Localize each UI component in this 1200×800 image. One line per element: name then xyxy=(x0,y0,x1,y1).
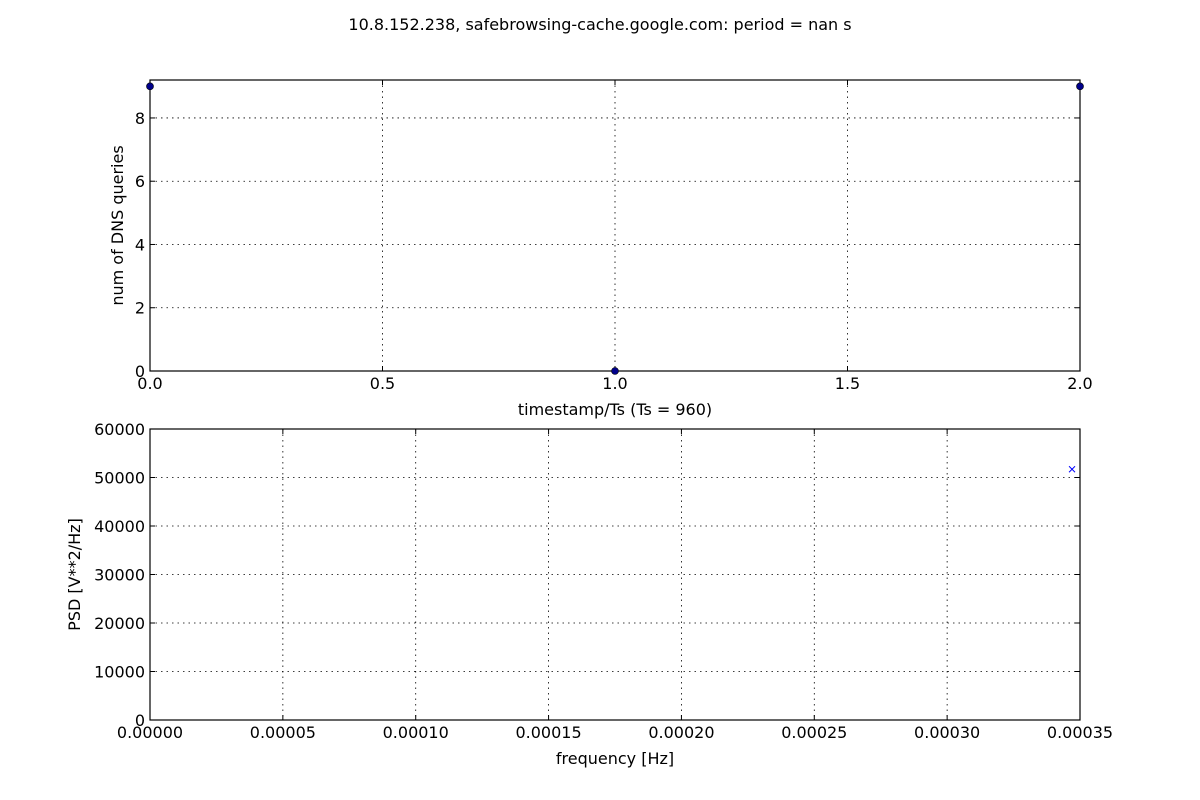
psd-x-tick-label: 0.00000 xyxy=(117,723,183,742)
dns-y-axis-label: num of DNS queries xyxy=(108,145,127,305)
dns-plot-frame xyxy=(149,79,1081,372)
psd-x-axis-label: frequency [Hz] xyxy=(556,749,674,768)
figure-title: 10.8.152.238, safebrowsing-cache.google.… xyxy=(348,15,851,34)
psd-y-tick-label: 0 xyxy=(135,711,145,730)
psd-y-axis-label: PSD [V**2/Hz] xyxy=(65,518,84,631)
psd-x-tick-label: 0.00005 xyxy=(250,723,316,742)
dns-y-tick-label: 0 xyxy=(135,362,145,381)
chart-dns-queries: 0.0 0.5 1.0 1.5 2.0 0 2 4 6 8 timestamp/Ts (Ts = 9… xyxy=(108,79,1093,419)
dns-x-tick-label: 0.5 xyxy=(370,374,395,393)
psd-y-tick-label: 30000 xyxy=(94,566,145,585)
psd-x-tick-label: 0.00025 xyxy=(781,723,847,742)
dns-y-tick-label: 4 xyxy=(135,235,145,254)
dns-x-tick-label: 2.0 xyxy=(1067,374,1092,393)
dns-x-tick-label: 1.0 xyxy=(602,374,627,393)
psd-data-point xyxy=(1068,465,1076,473)
dns-x-tick-label: 1.5 xyxy=(835,374,860,393)
dns-y-tick-label: 2 xyxy=(135,299,145,318)
dns-y-tick-label: 6 xyxy=(135,172,145,191)
psd-y-tick-label: 20000 xyxy=(94,614,145,633)
dns-data-point xyxy=(1076,82,1084,91)
dns-x-axis-label: timestamp/Ts (Ts = 960) xyxy=(518,400,712,419)
psd-y-tick-label: 40000 xyxy=(94,517,145,536)
psd-x-tick-label: 0.00010 xyxy=(383,723,449,742)
psd-x-tick-label: 0.00020 xyxy=(648,723,714,742)
dns-data-point xyxy=(146,82,154,91)
psd-x-tick-label: 0.00015 xyxy=(515,723,581,742)
psd-y-tick-label: 10000 xyxy=(94,663,145,682)
psd-x-tick-label: 0.00030 xyxy=(914,723,980,742)
dns-data-point xyxy=(611,367,619,375)
chart-psd: 0.00000 0.00005 0.00010 0.00015 0.00020 0.000… xyxy=(65,420,1113,768)
psd-marker-stroke xyxy=(1068,465,1076,473)
psd-y-tick-label: 60000 xyxy=(94,420,145,439)
dns-y-tick-label: 8 xyxy=(135,109,145,128)
psd-y-tick-label: 50000 xyxy=(94,469,145,488)
psd-plot-frame xyxy=(149,428,1081,721)
psd-x-tick-label: 0.00035 xyxy=(1047,723,1113,742)
dns-x-tick-label: 0.0 xyxy=(137,374,162,393)
